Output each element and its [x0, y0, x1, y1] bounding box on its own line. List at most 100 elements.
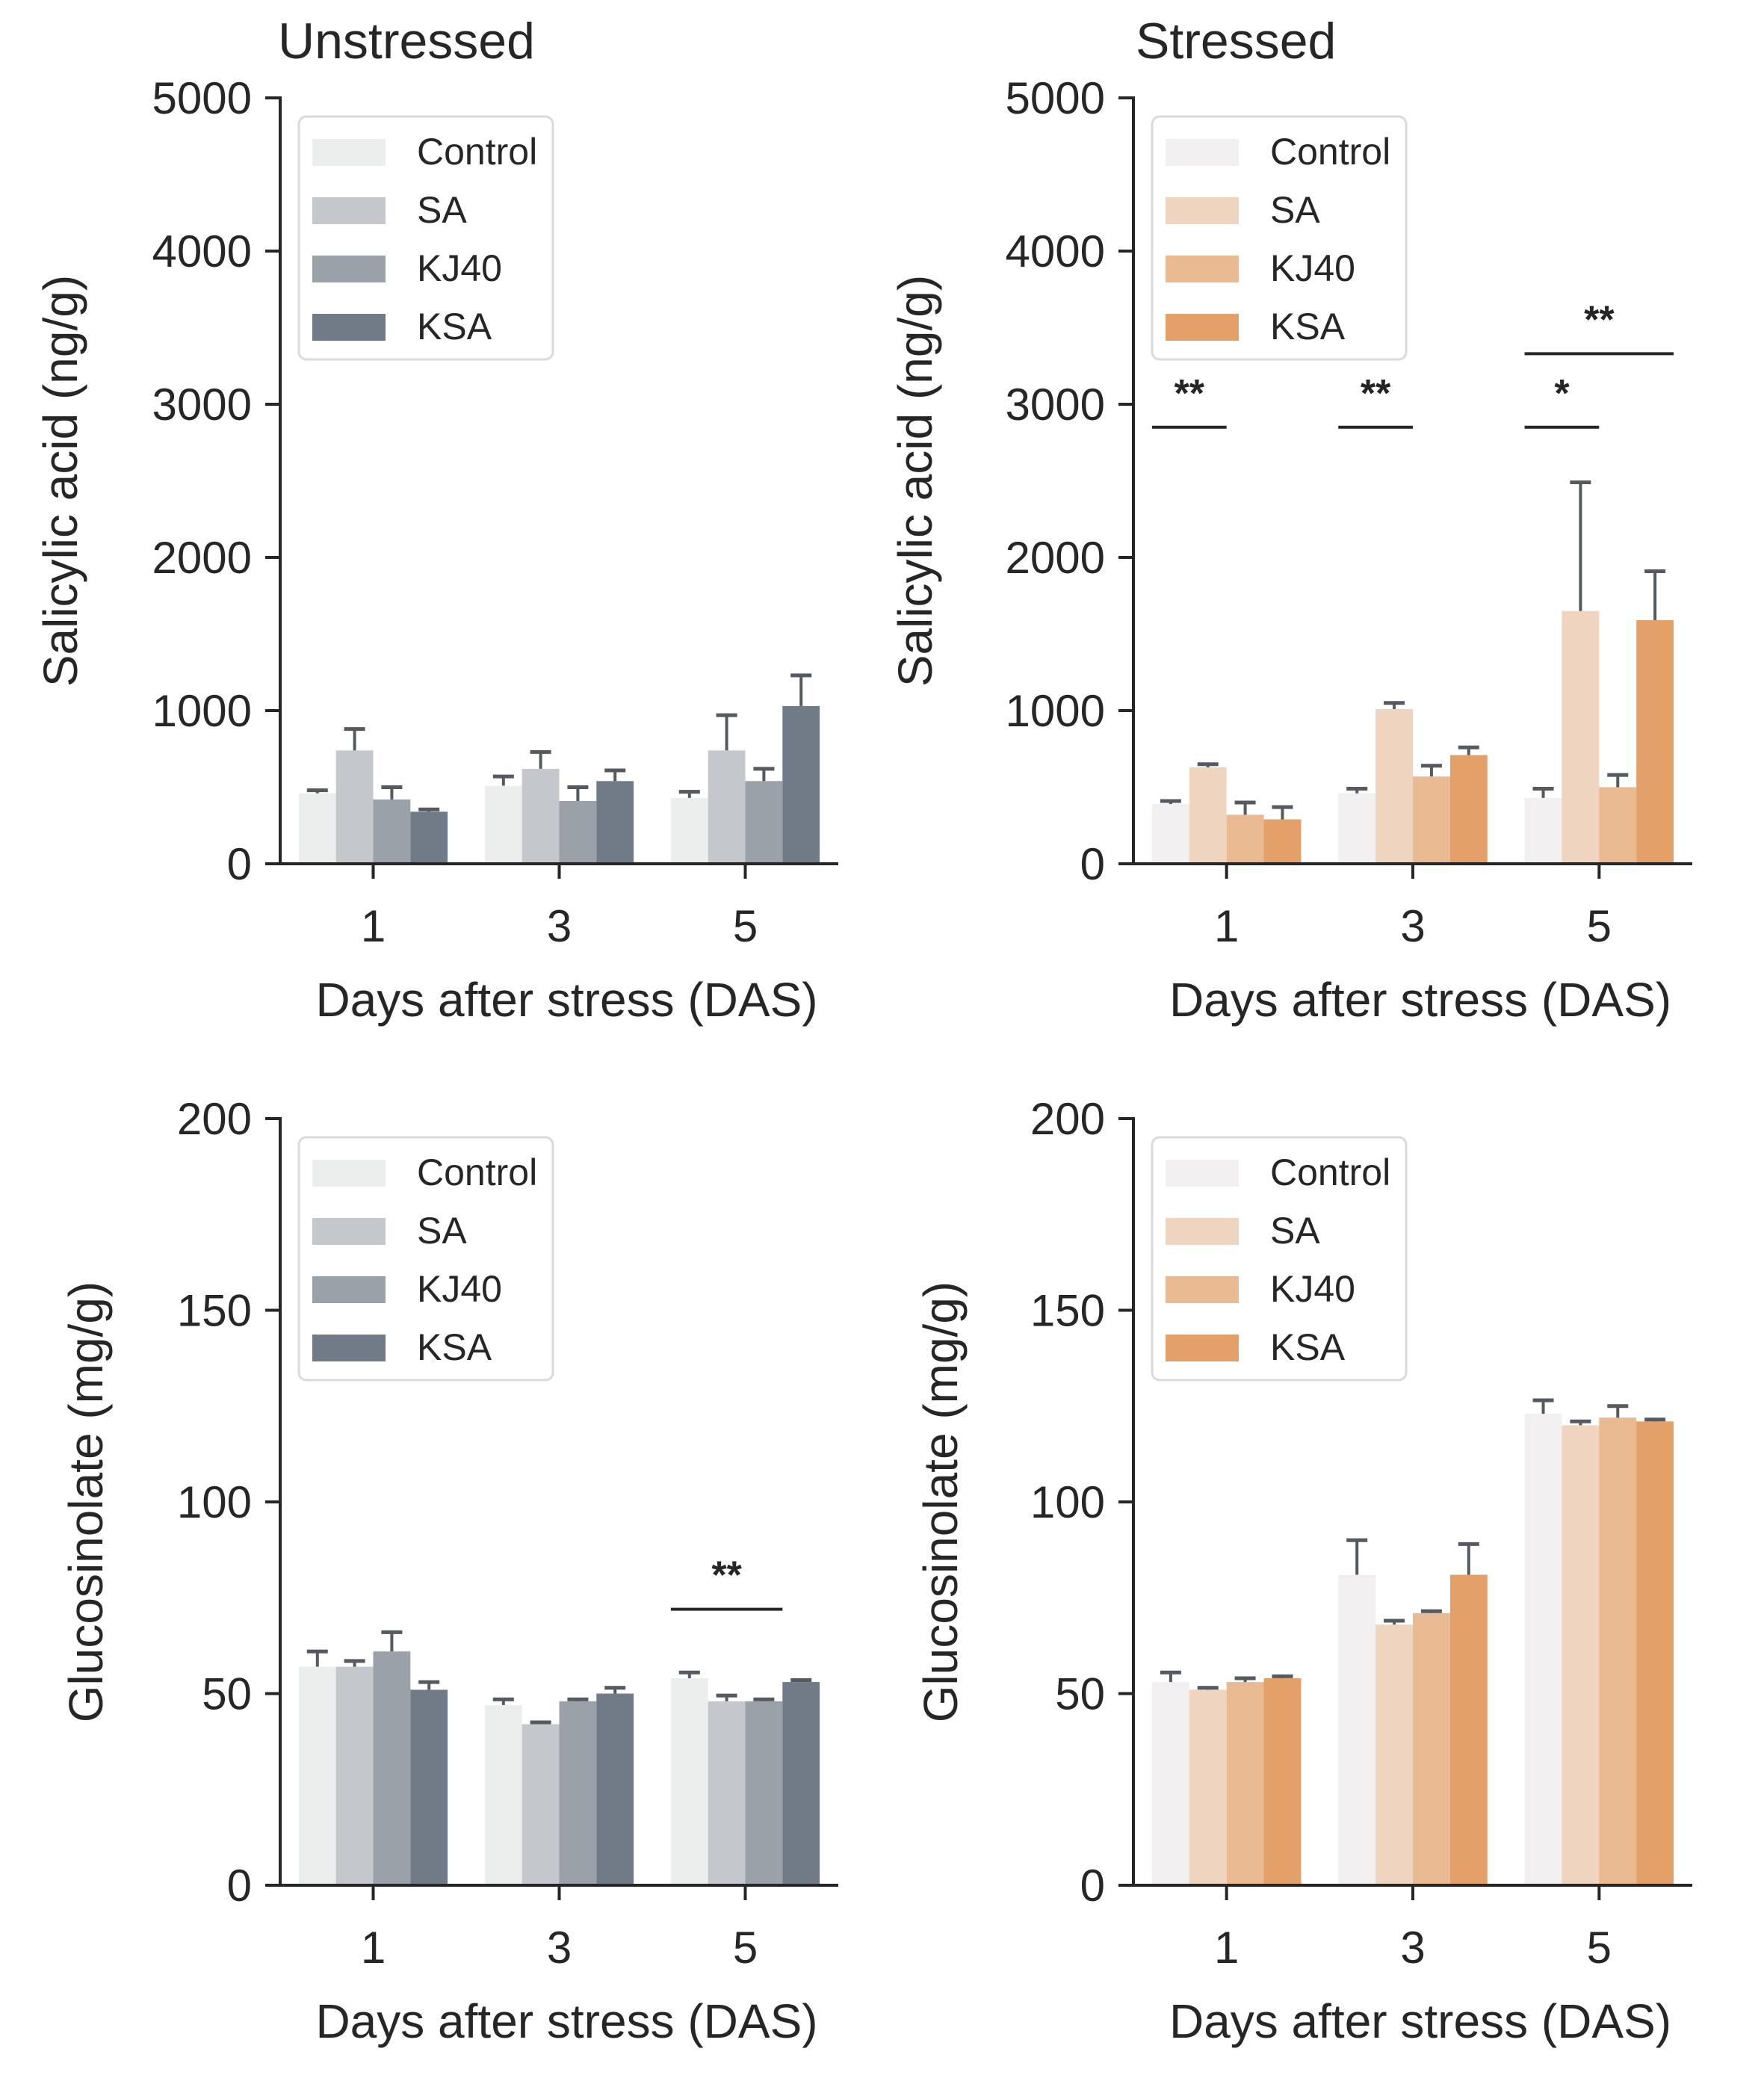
- legend-label-control: Control: [1270, 1151, 1390, 1193]
- bar-kj40-das-3: [559, 1701, 597, 1885]
- x-tick-label: 5: [1587, 901, 1612, 951]
- y-tick-label: 200: [177, 1094, 252, 1144]
- bar-kj40-das-5: [1599, 1417, 1637, 1885]
- y-tick-label: 0: [1080, 839, 1105, 889]
- y-tick-label: 4000: [1006, 226, 1105, 276]
- legend-swatch-ksa: [312, 1335, 386, 1361]
- significance-marker: **: [1361, 372, 1391, 415]
- y-axis-label: Glucosinolate (mg/g): [914, 1281, 968, 1722]
- bar-ksa-das-1: [1263, 819, 1302, 864]
- bar-kj40-das-3: [559, 801, 597, 864]
- legend-swatch-ksa: [1166, 314, 1239, 341]
- legend-swatch-control: [312, 1160, 386, 1187]
- bar-kj40-das-1: [1226, 1682, 1264, 1885]
- legend-swatch-control: [312, 139, 386, 166]
- legend-label-kj40: KJ40: [1270, 247, 1355, 289]
- legend-frame: [297, 1136, 554, 1382]
- legend-label-control: Control: [417, 1151, 537, 1193]
- x-tick-label: 1: [1214, 1923, 1239, 1973]
- legend-label-ksa: KSA: [1270, 306, 1346, 347]
- panel-title: Stressed: [1136, 13, 1336, 69]
- significance-marker: **: [711, 1554, 742, 1598]
- legend-swatch-control: [1166, 139, 1239, 166]
- bar-kj40-das-5: [1599, 787, 1637, 864]
- bar-sa-das-3: [522, 1724, 560, 1885]
- bar-ksa-das-5: [782, 1682, 820, 1885]
- x-tick-label: 1: [361, 1923, 386, 1973]
- bar-control-das-5: [670, 1678, 708, 1885]
- x-tick-label: 1: [361, 901, 386, 951]
- legend: Control SA KJ40 KSA: [297, 115, 554, 361]
- y-tick-label: 0: [227, 839, 252, 889]
- x-axis-label: Days after stress (DAS): [315, 1994, 817, 2048]
- bar-kj40-das-3: [1413, 776, 1450, 864]
- bar-control-das-3: [1338, 793, 1376, 864]
- bar-ksa-das-3: [596, 781, 634, 864]
- y-tick-label: 150: [177, 1286, 252, 1336]
- bar-sa-das-1: [1189, 767, 1227, 864]
- y-tick-label: 50: [202, 1669, 252, 1719]
- y-tick-label: 5000: [1006, 73, 1105, 123]
- legend-swatch-ksa: [1166, 1335, 1239, 1361]
- bar-sa-das-1: [1189, 1689, 1227, 1885]
- bar-control-das-5: [1524, 797, 1562, 864]
- legend-frame: [297, 115, 554, 361]
- x-axis-label: Days after stress (DAS): [315, 973, 817, 1027]
- legend-label-sa: SA: [1270, 189, 1320, 231]
- x-tick-label: 3: [547, 901, 572, 951]
- y-axis-label: Salicylic acid (ng/g): [888, 275, 942, 687]
- x-tick-label: 3: [1400, 901, 1425, 951]
- legend-label-sa: SA: [1270, 1210, 1320, 1252]
- significance-marker: **: [1584, 298, 1615, 341]
- legend-swatch-control: [1166, 1160, 1239, 1187]
- legend-label-kj40: KJ40: [417, 1268, 502, 1310]
- bar-sa-das-5: [708, 750, 746, 864]
- legend-swatch-kj40: [1166, 1276, 1239, 1303]
- y-tick-label: 200: [1030, 1094, 1105, 1144]
- y-tick-label: 2000: [1006, 533, 1105, 583]
- x-tick-label: 5: [1587, 1923, 1612, 1973]
- legend-swatch-sa: [312, 197, 386, 224]
- legend-swatch-sa: [1166, 1218, 1239, 1245]
- bar-kj40-das-1: [373, 799, 411, 864]
- bar-kj40-das-5: [745, 781, 783, 864]
- bar-sa-das-5: [1562, 1425, 1600, 1885]
- legend-label-kj40: KJ40: [417, 247, 502, 289]
- x-axis-label: Days after stress (DAS): [1169, 1994, 1671, 2048]
- bar-ksa-das-1: [410, 1689, 448, 1885]
- legend-label-ksa: KSA: [1270, 1326, 1346, 1368]
- bar-sa-das-5: [1562, 610, 1600, 865]
- chart-panel-2: Stressed 0 1000 2000 3000 4000 5000 1 3 5 Days aft…: [888, 13, 1692, 1027]
- y-tick-label: 0: [1080, 1861, 1105, 1911]
- y-tick-label: 1000: [1006, 686, 1105, 736]
- bar-ksa-das-5: [1636, 1421, 1674, 1885]
- bar-control-das-1: [1151, 804, 1189, 864]
- chart-panel-3: 0 50 100 150 200 1 3 5 Days after stress (DAS) Gl…: [59, 1094, 838, 2048]
- legend-label-control: Control: [1270, 131, 1390, 173]
- x-tick-label: 5: [733, 901, 758, 951]
- y-tick-label: 1000: [152, 686, 252, 736]
- bar-sa-das-5: [708, 1701, 746, 1885]
- legend-frame: [1151, 1136, 1408, 1382]
- y-tick-label: 100: [177, 1477, 252, 1527]
- legend-label-kj40: KJ40: [1270, 1268, 1355, 1310]
- y-tick-label: 4000: [152, 226, 252, 276]
- bar-kj40-das-1: [373, 1651, 411, 1885]
- y-axis-label: Glucosinolate (mg/g): [59, 1281, 113, 1722]
- panel-title: Unstressed: [278, 13, 535, 69]
- bar-kj40-das-5: [745, 1701, 783, 1885]
- x-tick-label: 3: [547, 1923, 572, 1973]
- x-axis-label: Days after stress (DAS): [1169, 973, 1671, 1027]
- significance-marker: **: [1175, 372, 1205, 415]
- x-tick-label: 1: [1214, 901, 1239, 951]
- legend-swatch-kj40: [312, 256, 386, 282]
- y-tick-label: 0: [227, 1861, 252, 1911]
- x-tick-label: 5: [733, 1923, 758, 1973]
- bar-control-das-1: [298, 793, 336, 864]
- legend-label-ksa: KSA: [417, 306, 492, 347]
- bar-ksa-das-5: [1636, 620, 1674, 864]
- bar-ksa-das-1: [410, 811, 448, 864]
- chart-panel-1: Unstressed 0 1000 2000 3000 4000 5000 1 3 5 Days a…: [34, 13, 838, 1027]
- bar-sa-das-3: [1375, 709, 1413, 864]
- bar-sa-das-1: [335, 750, 374, 864]
